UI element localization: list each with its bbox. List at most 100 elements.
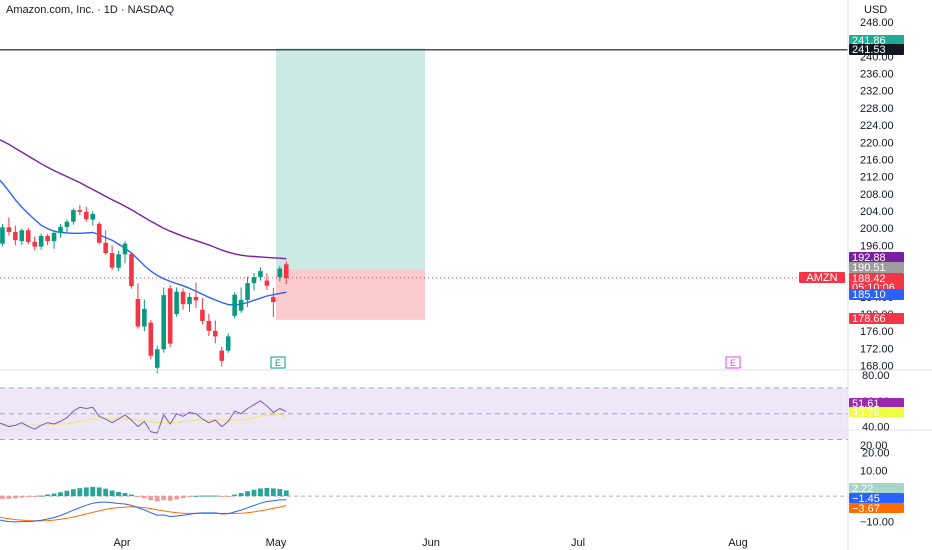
macd-histogram-bar	[277, 488, 283, 497]
price-tick-label: 168.00	[860, 361, 894, 373]
candles	[0, 204, 289, 374]
rsi-tick-label: 20.00	[862, 447, 890, 459]
macd-histogram-bar	[264, 487, 270, 497]
rsi-ma-line	[0, 413, 287, 426]
rsi-line	[0, 400, 287, 434]
price-tick-label: 232.00	[860, 86, 894, 98]
price-tick-label: 224.00	[860, 120, 894, 132]
macd-histogram-bar	[71, 489, 76, 497]
candle-body	[25, 230, 31, 242]
indicator-tag-text: 2.22	[852, 483, 873, 495]
price-tag: 241.53	[849, 44, 904, 56]
price-tick-label: 228.00	[860, 103, 894, 115]
candle-body	[19, 230, 25, 242]
rsi-tick-label: 40.00	[862, 422, 890, 434]
candle-body	[109, 253, 115, 268]
macd-histogram-bar	[251, 489, 257, 497]
ma-slow-line	[0, 139, 287, 260]
macd-histogram-bar	[283, 490, 289, 497]
indicator-tag-bg	[849, 503, 904, 513]
time-label: Jun	[422, 537, 440, 549]
price-tag-bg	[849, 313, 904, 324]
macd-tick-label: −10.00	[860, 517, 894, 529]
candle-body	[277, 268, 283, 278]
earnings-marker[interactable]: E	[725, 356, 741, 369]
price-tag: 178.66	[849, 313, 904, 325]
macd-histogram-bar	[103, 488, 109, 497]
signal-line	[0, 505, 287, 522]
price-tag-bg	[849, 35, 904, 46]
candle-body	[71, 210, 76, 222]
macd-histogram-bar	[45, 494, 50, 497]
macd-histogram-bar	[32, 496, 38, 498]
symbol-tag: AMZN	[799, 272, 845, 284]
macd-histogram-bar	[0, 496, 5, 499]
price-tick-label: 204.00	[860, 206, 894, 218]
earnings-marker-box	[270, 356, 286, 369]
macd-histogram-bar	[90, 486, 96, 497]
indicator-tag-bg	[849, 483, 904, 493]
macd-histogram-bar	[161, 496, 167, 501]
candle-body	[193, 296, 199, 301]
moving-average-lines	[0, 139, 287, 306]
earnings-marker[interactable]: E	[270, 356, 286, 369]
price-tag: 185.10	[849, 289, 904, 301]
price-tag-text: 190.51	[852, 262, 886, 274]
macd-histogram-bar	[238, 493, 244, 497]
macd-histogram-bar	[38, 495, 44, 497]
macd-histogram-bar	[96, 487, 102, 497]
price-tag: 192.88	[849, 252, 904, 264]
candle-body	[38, 235, 44, 247]
macd-histogram-bar	[200, 495, 205, 497]
macd-line	[0, 499, 287, 523]
candle-body	[58, 226, 63, 233]
candle-body	[103, 242, 108, 254]
candle-body	[32, 241, 37, 247]
candle-body	[258, 271, 263, 278]
price-tick-label: 208.00	[860, 189, 894, 201]
long-position-zones	[0, 48, 848, 320]
indicator-tag: −1.45	[849, 493, 904, 505]
macd-histogram-bar	[232, 494, 238, 497]
macd-histogram-bar	[19, 496, 25, 498]
macd-tick-label: 20.00	[860, 440, 888, 452]
time-label: Jul	[571, 537, 585, 549]
candle-body	[180, 291, 186, 305]
time-label: May	[266, 537, 287, 549]
time-label: Apr	[113, 537, 130, 549]
candle-body	[51, 232, 57, 242]
macd-pane	[0, 486, 848, 523]
macd-histogram-bar	[6, 496, 12, 499]
indicator-tag-bg	[849, 407, 904, 417]
macd-tick-label: 10.00	[860, 466, 888, 478]
candle-body	[187, 296, 192, 305]
indicator-tag-text: 45.79	[852, 407, 880, 419]
price-tick-label: 172.00	[860, 343, 894, 355]
candle-body	[77, 210, 83, 212]
macd-histogram-bar	[258, 488, 263, 497]
candle-body	[264, 280, 270, 286]
macd-histogram-bar	[109, 490, 115, 497]
macd-histogram-bar	[270, 488, 276, 497]
price-tag: 190.51	[849, 262, 904, 274]
candle-body	[6, 227, 12, 233]
time-axis[interactable]: Apr May Jun Jul Aug	[113, 537, 747, 549]
candle-body	[122, 243, 128, 255]
indicator-tag-text: −1.45	[852, 493, 880, 505]
stop-zone	[276, 268, 425, 320]
macd-histogram-bar	[245, 491, 250, 497]
macd-histogram-bar	[12, 496, 18, 499]
price-tick-label: 248.00	[860, 17, 894, 29]
macd-histogram-bar	[116, 492, 121, 497]
macd-histogram-bar	[58, 492, 63, 497]
rsi-lines	[0, 400, 287, 434]
price-tick-label: 200.00	[860, 223, 894, 235]
symbol-tag-text: AMZN	[806, 272, 837, 284]
rsi-band	[0, 387, 848, 440]
price-tag-bg	[849, 273, 904, 284]
earnings-marker-label: E	[730, 358, 736, 368]
macd-histogram-bar	[83, 487, 89, 497]
